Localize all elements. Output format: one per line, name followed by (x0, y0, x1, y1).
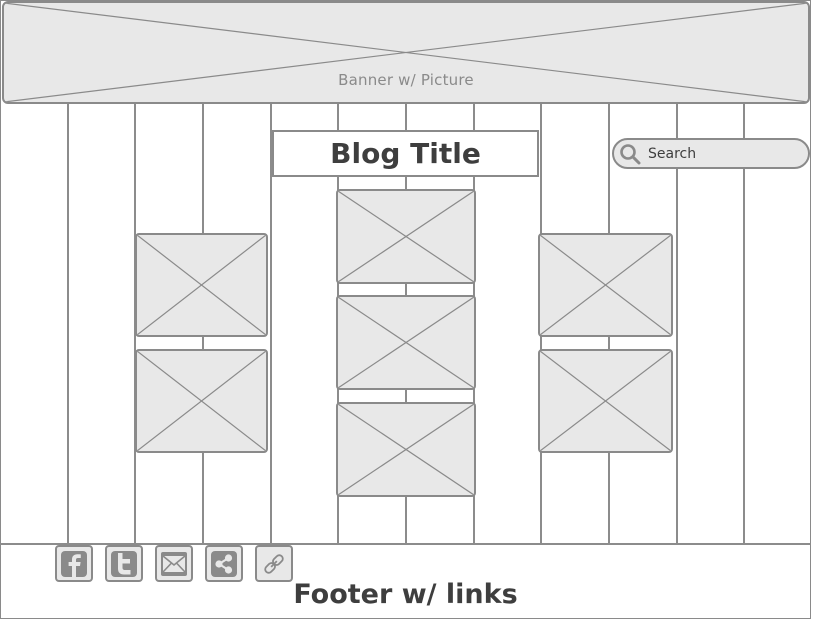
image-placeholder-cross (338, 297, 474, 388)
post-image-placeholder[interactable] (135, 233, 268, 337)
banner-label: Banner w/ Picture (338, 71, 474, 89)
banner-image: Banner w/ Picture (2, 1, 810, 104)
post-image-placeholder[interactable] (538, 233, 673, 337)
footer-label: Footer w/ links (293, 579, 518, 610)
post-image-placeholder[interactable] (336, 295, 476, 390)
grid-line (743, 103, 745, 544)
share-icon (211, 550, 237, 577)
image-placeholder-cross (338, 191, 474, 282)
post-image-placeholder[interactable] (336, 402, 476, 497)
email-icon (161, 551, 187, 576)
image-placeholder-cross (4, 3, 808, 102)
post-image-placeholder[interactable] (336, 189, 476, 284)
grid-line (67, 103, 69, 544)
grid-line (676, 103, 678, 544)
facebook-button[interactable] (55, 545, 93, 582)
twitter-icon (111, 550, 137, 577)
facebook-icon (61, 550, 87, 577)
grid-line (270, 103, 272, 544)
image-placeholder-cross (137, 235, 266, 335)
twitter-button[interactable] (105, 545, 143, 582)
image-placeholder-cross (540, 235, 671, 335)
search-input[interactable]: Search (612, 138, 810, 169)
search-placeholder: Search (648, 145, 697, 162)
share-button[interactable] (205, 545, 243, 582)
link-icon (264, 553, 284, 574)
email-button[interactable] (155, 545, 193, 582)
image-placeholder-cross (338, 404, 474, 495)
post-image-placeholder[interactable] (538, 349, 673, 453)
post-image-placeholder[interactable] (135, 349, 268, 453)
footer-divider (0, 543, 811, 545)
search-icon (620, 143, 641, 164)
image-placeholder-cross (540, 351, 671, 451)
blog-title: Blog Title (272, 130, 539, 177)
image-placeholder-cross (137, 351, 266, 451)
link-button[interactable] (255, 545, 293, 582)
